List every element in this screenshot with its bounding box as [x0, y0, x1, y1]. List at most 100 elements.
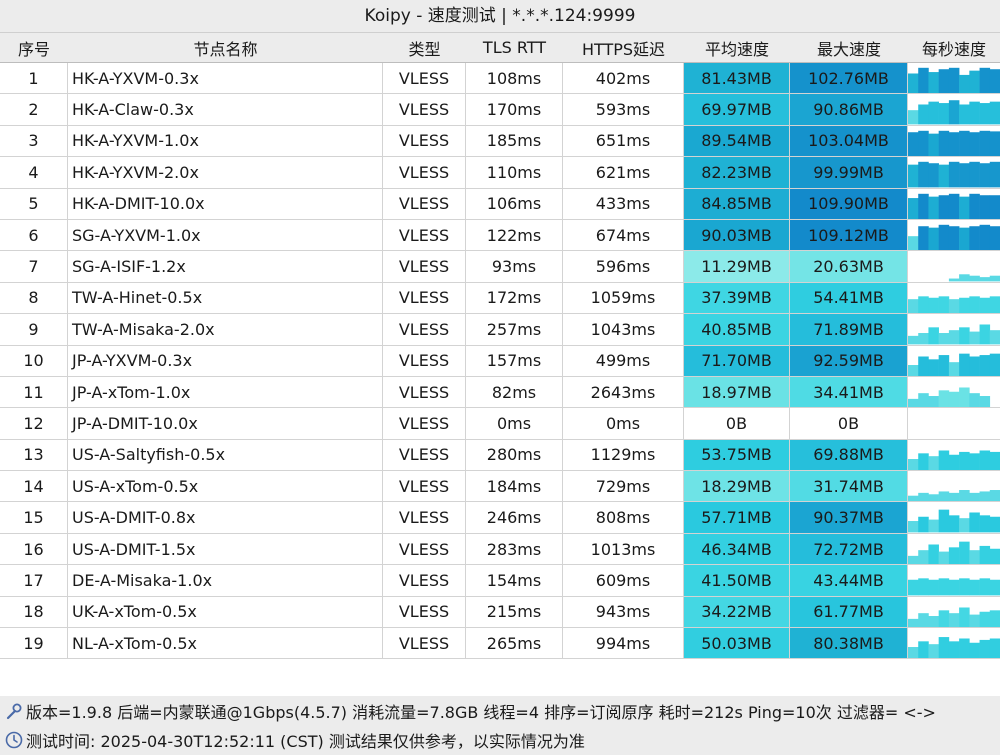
sparkline-bar [959, 518, 970, 533]
sparkline-bar [938, 578, 950, 596]
row-per-second-speed [908, 63, 1000, 94]
sparkline-bar [938, 510, 950, 533]
sparkline-bar [928, 615, 939, 628]
sparkline-bar [989, 131, 1000, 157]
sparkline-bar [969, 161, 980, 188]
row-avg-speed: 0B [684, 408, 790, 439]
row-avg-speed: 34.22MB [684, 596, 790, 628]
row-per-second-speed [908, 408, 1000, 438]
row-per-second-speed [908, 94, 1000, 125]
sparkline-bar [979, 67, 991, 94]
sparkline-bar [969, 550, 980, 565]
sparkline-bar [928, 580, 939, 596]
table-row: 5 HK-A-DMIT-10.0x VLESS 106ms 433ms 84.85MB 10… [0, 188, 1000, 220]
row-tls-rtt: 257ms [466, 314, 563, 345]
row-max-speed: 102.76MB [790, 63, 908, 94]
row-tls-rtt: 122ms [466, 219, 563, 251]
row-node-name: SG-A-ISIF-1.2x [68, 251, 383, 282]
sparkline-bar [928, 494, 939, 502]
speed-sparkline [908, 607, 1000, 628]
sparkline-bar [918, 517, 929, 533]
sparkline-bar [908, 364, 919, 376]
row-https-latency: 808ms [563, 502, 684, 533]
row-index: 5 [0, 188, 68, 219]
row-index: 9 [0, 314, 68, 345]
sparkline-bar [908, 132, 919, 157]
table-row: 9 TW-A-Misaka-2.0x VLESS 257ms 1043ms 40.85MB… [0, 314, 1000, 346]
sparkline-bar [989, 353, 1000, 376]
row-tls-rtt: 246ms [466, 502, 563, 533]
sparkline-bar [959, 130, 970, 157]
header-type: 类型 [408, 39, 441, 59]
sparkline-bar [969, 512, 980, 533]
speed-sparkline [908, 541, 1000, 565]
row-avg-speed: 84.85MB [684, 188, 790, 219]
row-max-speed: 71.89MB [790, 314, 908, 345]
sparkline-bar [908, 495, 919, 502]
sparkline-bar [969, 580, 980, 596]
row-max-speed: 0B [790, 408, 908, 439]
sparkline-bar [928, 72, 939, 94]
row-max-speed: 20.63MB [790, 251, 908, 282]
row-https-latency: 674ms [563, 219, 684, 251]
row-https-latency: 943ms [563, 596, 684, 628]
sparkline-bar [989, 161, 1000, 188]
sparkline-bar [959, 541, 970, 565]
footer-info-text: 版本=1.9.8 后端=内蒙联通@1Gbps(4.5.7) 消耗流量=7.8GB… [26, 702, 936, 722]
table-row: 7 SG-A-ISIF-1.2x VLESS 93ms 596ms 11.29MB 20.6… [0, 251, 1000, 283]
sparkline-bar [908, 73, 919, 94]
sparkline-bar [938, 551, 950, 565]
sparkline-bar [948, 641, 960, 659]
row-index: 3 [0, 125, 68, 157]
row-avg-speed: 82.23MB [684, 157, 790, 188]
sparkline-bar [918, 393, 929, 408]
speed-sparkline [908, 296, 1000, 314]
sparkline-bar [938, 637, 950, 659]
row-avg-speed: 18.97MB [684, 376, 790, 408]
row-avg-speed: 69.97MB [684, 94, 790, 125]
sparkline-bar [918, 578, 929, 596]
sparkline-bar [969, 70, 980, 94]
sparkline-bar [979, 297, 991, 314]
row-avg-speed: 46.34MB [684, 533, 790, 565]
table-row: 16 US-A-DMIT-1.5x VLESS 283ms 1013ms 46.34MB 7… [0, 533, 1000, 566]
sparkline-bar [908, 555, 919, 565]
row-index: 8 [0, 282, 68, 314]
sparkline-bar [928, 227, 939, 251]
row-avg-speed: 11.29MB [684, 251, 790, 282]
sparkline-bar [938, 69, 950, 94]
row-avg-speed: 41.50MB [684, 565, 790, 596]
sparkline-bar [938, 491, 950, 502]
sparkline-bar [908, 197, 919, 219]
row-https-latency: 729ms [563, 471, 684, 502]
row-max-speed: 109.90MB [790, 188, 908, 219]
sparkline-bar [959, 274, 970, 282]
sparkline-bar [948, 547, 960, 565]
row-per-second-speed [908, 346, 1000, 376]
sparkline-bar [918, 161, 929, 188]
sparkline-bar [979, 224, 991, 251]
speed-sparkline [908, 193, 1000, 219]
row-tls-rtt: 172ms [466, 282, 563, 314]
sparkline-bar [918, 104, 929, 125]
row-https-latency: 402ms [563, 63, 684, 94]
sparkline-bar [908, 236, 919, 251]
sparkline-bar [979, 324, 991, 345]
speed-test-table: 序号 节点名称 类型 TLS RTT HTTPS延迟 平均速度 最大速度 每秒速… [0, 33, 1000, 660]
row-tls-rtt: 215ms [466, 596, 563, 628]
sparkline-bar [979, 354, 991, 376]
sparkline-bar [938, 194, 950, 219]
sparkline-bar [918, 550, 929, 565]
row-tls-rtt: 154ms [466, 565, 563, 596]
row-index: 2 [0, 94, 68, 125]
sparkline-bar [959, 163, 970, 188]
speed-sparkline [908, 353, 1000, 376]
table-row: 10 JP-A-YXVM-0.3x VLESS 157ms 499ms 71.70MB 92… [0, 345, 1000, 377]
sparkline-bar [969, 226, 980, 251]
sparkline-bar [928, 327, 939, 345]
row-node-name: TW-A-Hinet-0.5x [68, 282, 383, 314]
sparkline-bar [959, 74, 970, 94]
sparkline-bar [989, 194, 1000, 219]
sparkline-bar [938, 130, 950, 157]
row-type: VLESS [383, 94, 466, 125]
